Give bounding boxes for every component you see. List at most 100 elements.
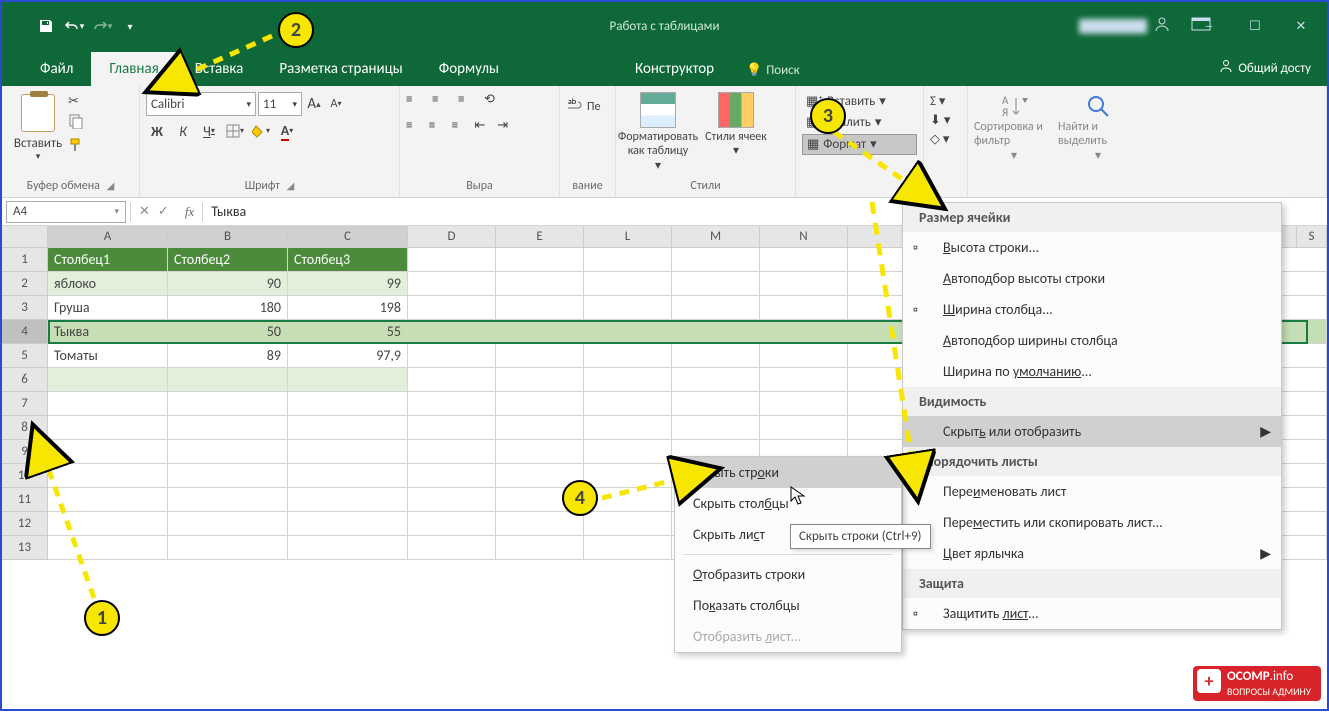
dialog-launcher-icon[interactable]: ◢ xyxy=(283,179,295,192)
align-top-icon[interactable]: ≡ xyxy=(406,92,428,114)
cell[interactable] xyxy=(288,512,408,536)
row-header[interactable]: 4 xyxy=(2,320,48,344)
minimize-button[interactable]: ─ xyxy=(1187,12,1231,40)
cell[interactable] xyxy=(168,368,288,392)
cell[interactable] xyxy=(672,272,760,296)
cell[interactable] xyxy=(168,512,288,536)
align-bottom-icon[interactable]: ≡ xyxy=(458,92,480,114)
copy-icon[interactable] xyxy=(68,113,84,133)
cell[interactable] xyxy=(408,416,496,440)
col-header-L[interactable]: L xyxy=(584,226,672,248)
cell[interactable] xyxy=(584,368,672,392)
cell[interactable] xyxy=(672,296,760,320)
row-header[interactable]: 5 xyxy=(2,344,48,368)
menu-item[interactable]: Автоподбор ширины столбца xyxy=(903,325,1281,356)
format-painter-icon[interactable] xyxy=(68,137,84,157)
dialog-launcher-icon[interactable]: ◢ xyxy=(103,179,115,192)
cell[interactable] xyxy=(760,320,848,344)
tab-designer[interactable]: Конструктор xyxy=(617,52,732,86)
menu-item[interactable]: Отобразить строки xyxy=(675,559,901,590)
cell[interactable] xyxy=(496,248,584,272)
cell[interactable] xyxy=(672,320,760,344)
cell[interactable] xyxy=(584,296,672,320)
underline-button[interactable]: Ч ▾ xyxy=(198,120,220,142)
cell[interactable] xyxy=(288,392,408,416)
cell[interactable] xyxy=(584,512,672,536)
cell-styles-button[interactable]: Стили ячеек ▾ xyxy=(700,92,772,173)
col-header-S[interactable]: S xyxy=(1297,226,1327,248)
col-header-D[interactable]: D xyxy=(408,226,496,248)
align-middle-icon[interactable]: ≡ xyxy=(432,92,454,114)
maximize-button[interactable]: ☐ xyxy=(1233,12,1277,40)
user-icon[interactable] xyxy=(1153,15,1171,37)
cell[interactable] xyxy=(672,344,760,368)
align-center-icon[interactable]: ≡ xyxy=(429,118,448,140)
cell[interactable] xyxy=(288,464,408,488)
undo-icon[interactable]: ▾ xyxy=(62,14,86,38)
cell[interactable] xyxy=(168,392,288,416)
cell[interactable] xyxy=(408,536,496,560)
cell[interactable] xyxy=(496,368,584,392)
wrap-text-icon[interactable]: ab xyxy=(566,96,584,118)
row-header[interactable]: 10 xyxy=(2,464,48,488)
select-all-corner[interactable] xyxy=(2,226,48,248)
share-button[interactable]: Общий досту xyxy=(1210,50,1319,86)
row-header[interactable]: 12 xyxy=(2,512,48,536)
redo-icon[interactable]: ▾ xyxy=(90,14,114,38)
close-button[interactable]: ✕ xyxy=(1279,12,1323,40)
row-header[interactable]: 3 xyxy=(2,296,48,320)
row-header[interactable]: 13 xyxy=(2,536,48,560)
cell[interactable] xyxy=(408,392,496,416)
cell[interactable] xyxy=(584,416,672,440)
col-header-B[interactable]: B xyxy=(168,226,288,248)
menu-item[interactable]: Скрыть или отобразить▶ xyxy=(903,416,1281,447)
find-select-button[interactable]: Найти и выделить ▾ xyxy=(1058,92,1138,163)
cell[interactable] xyxy=(760,368,848,392)
cell[interactable] xyxy=(760,248,848,272)
cell[interactable]: 97,9 xyxy=(288,344,408,368)
cell[interactable] xyxy=(288,536,408,560)
bold-button[interactable]: Ж xyxy=(146,120,168,142)
clear-icon[interactable]: ◇ ▾ xyxy=(930,132,961,147)
cell[interactable]: Столбец3 xyxy=(288,248,408,272)
cell[interactable] xyxy=(496,272,584,296)
cell[interactable] xyxy=(408,344,496,368)
cell[interactable] xyxy=(584,248,672,272)
font-size-combo[interactable]: 11▾ xyxy=(258,92,302,116)
cell[interactable] xyxy=(672,248,760,272)
cell[interactable]: 180 xyxy=(168,296,288,320)
cell[interactable] xyxy=(496,416,584,440)
cell[interactable] xyxy=(584,320,672,344)
cell[interactable] xyxy=(584,536,672,560)
cell[interactable] xyxy=(496,296,584,320)
increase-font-icon[interactable]: A▴ xyxy=(304,94,324,114)
menu-item[interactable]: Переместить или скопировать лист... xyxy=(903,507,1281,538)
cell[interactable] xyxy=(672,368,760,392)
cell[interactable]: 99 xyxy=(288,272,408,296)
cell[interactable]: Груша xyxy=(48,296,168,320)
indent-dec-icon[interactable]: ⇤ xyxy=(474,118,493,140)
cell[interactable]: 198 xyxy=(288,296,408,320)
cell[interactable] xyxy=(168,416,288,440)
format-cells-button[interactable]: ▦Формат ▾ xyxy=(802,134,917,155)
cell[interactable] xyxy=(496,344,584,368)
cell[interactable] xyxy=(48,368,168,392)
menu-item[interactable]: Цвет ярлычка▶ xyxy=(903,538,1281,569)
cell[interactable] xyxy=(760,344,848,368)
cell[interactable] xyxy=(496,440,584,464)
menu-item[interactable]: ▫Высота строки... xyxy=(903,232,1281,263)
cell[interactable] xyxy=(288,368,408,392)
tab-page-layout[interactable]: Разметка страницы xyxy=(261,52,420,86)
col-header-A[interactable]: A xyxy=(48,226,168,248)
font-name-combo[interactable]: Calibri▾ xyxy=(146,92,256,116)
fill-icon[interactable]: ⬇ ▾ xyxy=(930,113,961,128)
cell[interactable] xyxy=(408,440,496,464)
italic-button[interactable]: К xyxy=(172,120,194,142)
row-header[interactable]: 7 xyxy=(2,392,48,416)
menu-item[interactable]: Ширина по умолчанию... xyxy=(903,356,1281,387)
cut-icon[interactable]: ✂ xyxy=(68,94,84,109)
cell[interactable] xyxy=(48,392,168,416)
row-header[interactable]: 11 xyxy=(2,488,48,512)
cell[interactable] xyxy=(408,464,496,488)
row-header[interactable]: 2 xyxy=(2,272,48,296)
